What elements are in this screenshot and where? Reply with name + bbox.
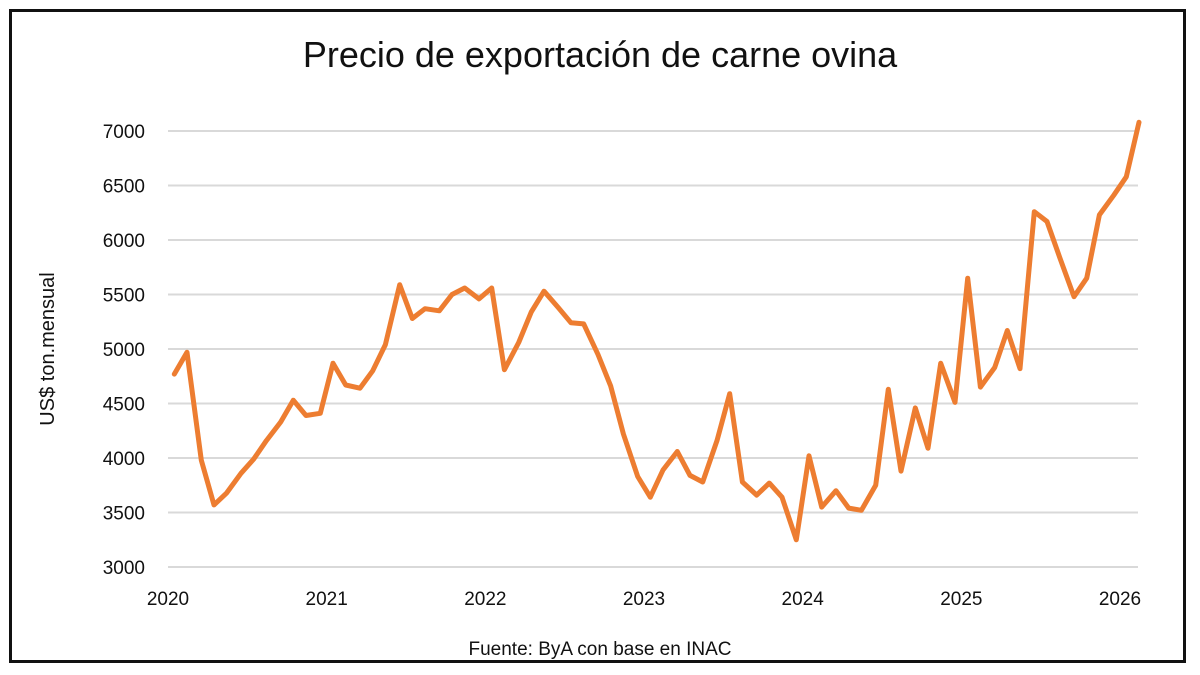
x-tick-label: 2025 [940,589,982,610]
y-tick-label: 6500 [103,177,145,198]
x-tick-label: 2022 [464,589,506,610]
y-tick-label: 3000 [103,558,145,579]
y-axis-ticks: 3000 3500 4000 4500 5000 5500 6000 6500 7000 [103,122,145,579]
series-line [171,119,1142,543]
y-tick-label: 4000 [103,449,145,470]
y-tick-label: 5500 [103,286,145,307]
chart-title: Precio de exportación de carne ovina [302,34,898,75]
y-tick-label: 3500 [103,504,145,525]
x-tick-label: 2021 [306,589,348,610]
y-tick-label: 7000 [103,122,145,143]
y-tick-label: 4500 [103,395,145,416]
series-group [171,119,1142,543]
x-tick-label: 2026 [1099,589,1141,610]
x-tick-label: 2020 [147,589,189,610]
y-tick-label: 5000 [103,340,145,361]
x-tick-label: 2024 [782,589,825,610]
gridlines [168,130,1138,568]
source-note: Fuente: ByA con base en INAC [468,639,732,660]
x-axis-ticks: 2020 2021 2022 2023 2024 2025 2026 [147,589,1141,610]
chart-frame [9,9,1186,663]
y-axis-label: US$ ton.mensual [37,272,59,425]
x-tick-label: 2023 [623,589,665,610]
y-tick-label: 6000 [103,231,145,252]
